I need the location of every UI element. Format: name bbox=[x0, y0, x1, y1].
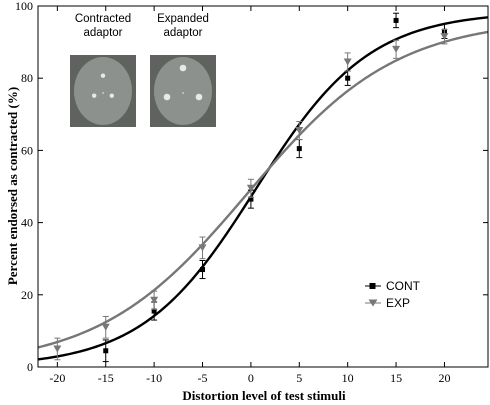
triangle-marker bbox=[150, 296, 159, 304]
x-tick-label: -15 bbox=[98, 371, 114, 385]
triangle-marker bbox=[246, 184, 255, 192]
adaptor-image-contracted bbox=[70, 55, 136, 127]
x-tick-label: -5 bbox=[198, 371, 208, 385]
adaptor-dot-left bbox=[163, 93, 171, 101]
plot-frame bbox=[37, 5, 489, 368]
x-tick-label: 10 bbox=[342, 371, 354, 385]
y-tick-label: 20 bbox=[21, 288, 33, 302]
data-point-cont bbox=[393, 12, 400, 29]
y-tick-label: 60 bbox=[21, 143, 33, 157]
triangle-marker bbox=[440, 33, 449, 41]
data-point-exp bbox=[53, 337, 62, 361]
data-markers bbox=[53, 12, 449, 363]
x-tick-label: -10 bbox=[146, 371, 162, 385]
legend-exp-marker bbox=[368, 299, 378, 307]
triangle-marker bbox=[343, 58, 352, 66]
square-marker bbox=[248, 196, 254, 202]
inset-label-expanded-line2: adaptor bbox=[163, 27, 202, 39]
y-tick-label: 80 bbox=[21, 71, 33, 85]
x-tick-label: 0 bbox=[248, 371, 254, 385]
inset-label-expanded-line1: Expanded bbox=[157, 13, 209, 25]
adaptor-fixation-dot bbox=[182, 92, 184, 94]
square-marker bbox=[200, 267, 206, 273]
adaptor-dot-top bbox=[100, 73, 106, 78]
adaptor-face-oval bbox=[74, 57, 132, 125]
triangle-marker bbox=[53, 345, 62, 353]
inset-label-contracted-line1: Contracted bbox=[75, 13, 131, 25]
triangle-marker bbox=[198, 244, 207, 252]
square-marker bbox=[296, 146, 302, 152]
adaptor-dot-top bbox=[179, 64, 187, 72]
legend-exp-label: EXP bbox=[386, 296, 410, 310]
inset-images: Contracted adaptor Expanded adaptor bbox=[70, 13, 216, 127]
adaptor-dot-left bbox=[92, 93, 97, 98]
legend-cont-marker bbox=[369, 283, 376, 289]
adaptor-face-oval bbox=[154, 57, 212, 125]
square-marker bbox=[345, 75, 351, 81]
square-marker bbox=[151, 308, 157, 314]
fit-curves bbox=[38, 16, 488, 361]
x-tick-label: -20 bbox=[49, 371, 65, 385]
data-point-exp bbox=[198, 236, 207, 260]
triangle-marker bbox=[101, 323, 110, 331]
x-axis-title: Distortion level of test stimuli bbox=[182, 388, 346, 403]
data-point-cont bbox=[199, 260, 206, 280]
x-tick-label: 15 bbox=[390, 371, 402, 385]
inset-label-contracted-line2: adaptor bbox=[83, 27, 122, 39]
axes: -20 -15 -10 -5 0 5 10 15 20 0 20 40 60 80 100 bbox=[15, 0, 489, 385]
data-point-exp bbox=[101, 315, 110, 339]
adaptor-dot-right bbox=[195, 93, 203, 101]
square-marker bbox=[393, 17, 399, 23]
y-tick-label: 40 bbox=[21, 216, 33, 230]
x-tick-label: 5 bbox=[296, 371, 302, 385]
data-point-exp bbox=[440, 28, 449, 45]
y-axis-title: Percent endorsed as contracted (%) bbox=[5, 87, 20, 285]
data-point-exp bbox=[343, 52, 352, 72]
triangle-marker bbox=[392, 45, 401, 53]
data-point-exp bbox=[392, 39, 401, 59]
adaptor-fixation-dot bbox=[102, 92, 104, 94]
legend-cont-label: CONT bbox=[386, 279, 421, 293]
data-point-exp bbox=[295, 121, 304, 141]
legend: CONT EXP bbox=[365, 279, 421, 310]
fit-curve-cont bbox=[38, 16, 488, 361]
triangle-marker bbox=[295, 127, 304, 135]
data-point-exp bbox=[150, 290, 159, 310]
data-point-exp bbox=[246, 178, 255, 198]
data-point-cont bbox=[102, 339, 109, 363]
fit-curve-exp bbox=[38, 30, 488, 349]
x-tick-label: 20 bbox=[438, 371, 450, 385]
adaptor-dot-right bbox=[109, 93, 115, 98]
square-marker bbox=[103, 348, 109, 354]
y-tick-label: 0 bbox=[27, 360, 33, 374]
adaptor-image-expanded bbox=[150, 55, 216, 127]
y-tick-label: 100 bbox=[15, 0, 33, 13]
